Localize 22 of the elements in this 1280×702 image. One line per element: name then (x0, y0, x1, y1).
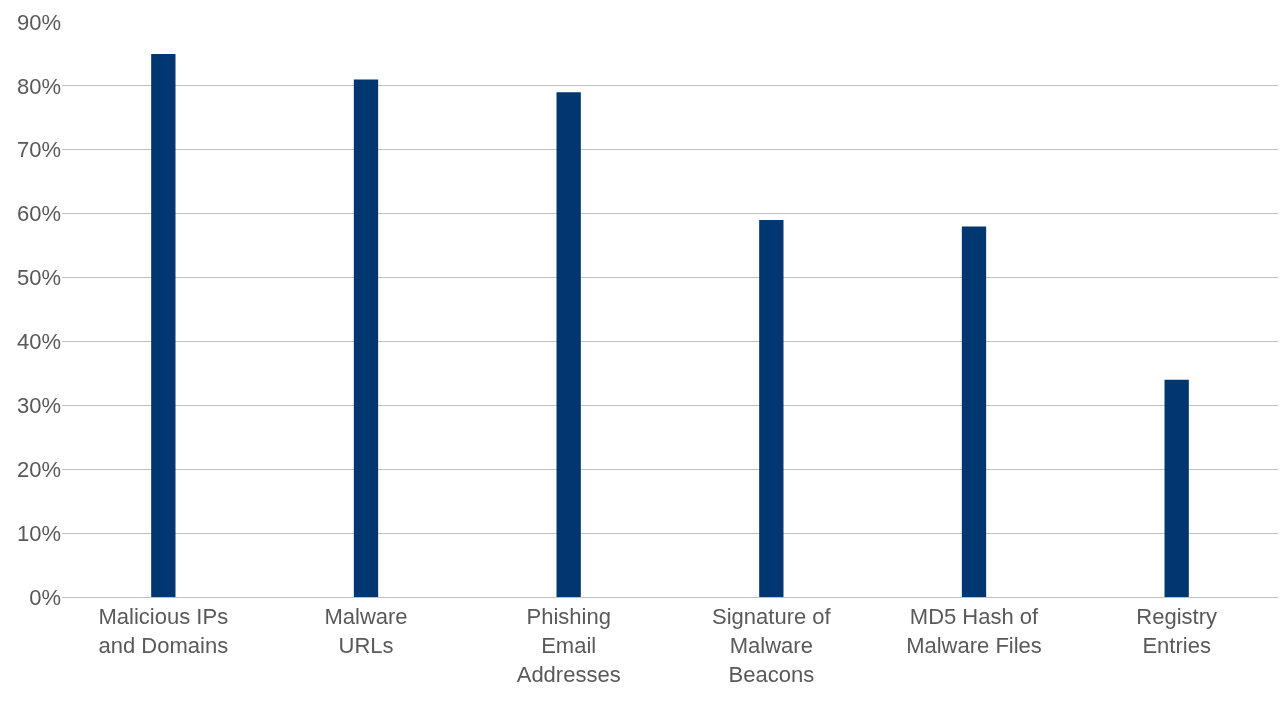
y-tick-label: 10% (16, 520, 61, 546)
x-tick-label: Registry Entries (1136, 604, 1218, 658)
y-tick-label: 40% (16, 329, 61, 355)
y-tick-label: 0% (29, 584, 61, 610)
bar (759, 220, 784, 597)
x-tick-label: Signature of Malware Beacons (712, 604, 832, 687)
y-tick-label: 30% (16, 393, 61, 419)
bar (353, 79, 379, 597)
bar (151, 53, 176, 597)
y-tick-label: 80% (16, 73, 61, 99)
x-tick-label: Malicious IPs and Domains (98, 604, 229, 658)
x-tick-label: Malware URLs (324, 604, 408, 658)
y-tick-label: 20% (16, 456, 61, 482)
x-tick-label: Phishing Email Addresses (516, 604, 621, 687)
y-tick-label: 90% (16, 9, 61, 35)
bar (961, 226, 987, 597)
bar (1164, 379, 1189, 597)
y-tick-label: 50% (16, 265, 61, 291)
bar (556, 92, 581, 597)
y-tick-label: 70% (16, 137, 61, 163)
y-tick-label: 60% (16, 201, 61, 227)
x-tick-label: MD5 Hash of Malware Files (906, 604, 1042, 658)
